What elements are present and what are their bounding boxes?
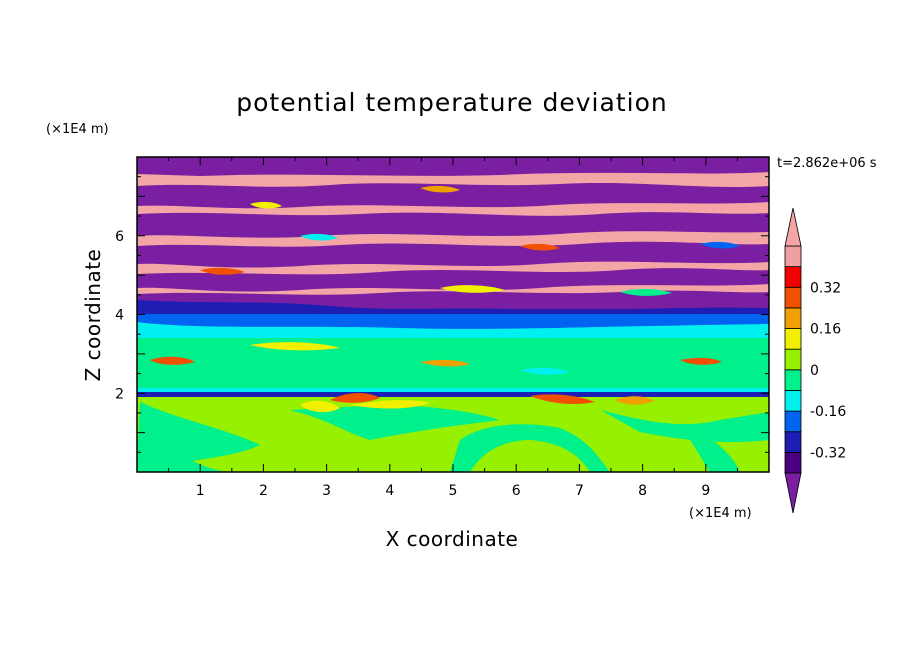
x-tick-label: 6: [512, 483, 521, 499]
colorbar-box: [784, 328, 802, 350]
colorbar-box: [784, 307, 802, 329]
colorbar-box: [784, 431, 802, 453]
colorbar-box: [784, 390, 802, 412]
colorbar-over-arrow: [784, 207, 802, 247]
colorbar-label: 0.16: [810, 322, 841, 338]
colorbar-under-arrow: [784, 472, 802, 514]
x-tick-label: 2: [259, 483, 268, 499]
colorbar-box: [784, 286, 802, 309]
time-label: t=2.862e+06 s: [777, 156, 877, 171]
x-tick-label: 1: [196, 483, 205, 499]
x-unit-label: (×1E4 m): [689, 506, 752, 521]
y-tick-label: 6: [115, 229, 124, 245]
y-tick-label: 2: [115, 386, 124, 402]
y-unit-label: (×1E4 m): [46, 122, 109, 137]
colorbar-box: [784, 245, 802, 268]
x-tick-label: 5: [449, 483, 458, 499]
y-axis-label: Z coordinate: [81, 249, 105, 382]
x-tick-label: 8: [638, 483, 647, 499]
y-axis: 2 4 6: [115, 176, 769, 453]
x-tick-label: 4: [385, 483, 394, 499]
colorbar: 0.32 0.16 0 -0.16 -0.32: [784, 207, 846, 514]
x-tick-label: 7: [575, 483, 584, 499]
colorbar-label: 0.32: [810, 280, 841, 296]
x-axis-label: X coordinate: [386, 527, 519, 551]
colorbar-label: 0: [810, 363, 819, 379]
x-axis: 1 2 3 4 5 6 7 8 9: [168, 157, 738, 499]
colorbar-box: [784, 410, 802, 433]
colorbar-label: -0.32: [810, 445, 846, 461]
colorbar-box: [784, 266, 802, 288]
plot-area: [137, 157, 769, 472]
x-tick-label: 3: [322, 483, 331, 499]
colorbar-label: -0.16: [810, 404, 846, 420]
chart-title: potential temperature deviation: [236, 88, 667, 117]
colorbar-box: [784, 369, 802, 391]
colorbar-box: [784, 348, 802, 371]
y-tick-label: 4: [115, 308, 124, 324]
x-tick-label: 9: [701, 483, 710, 499]
colorbar-box: [784, 451, 802, 474]
